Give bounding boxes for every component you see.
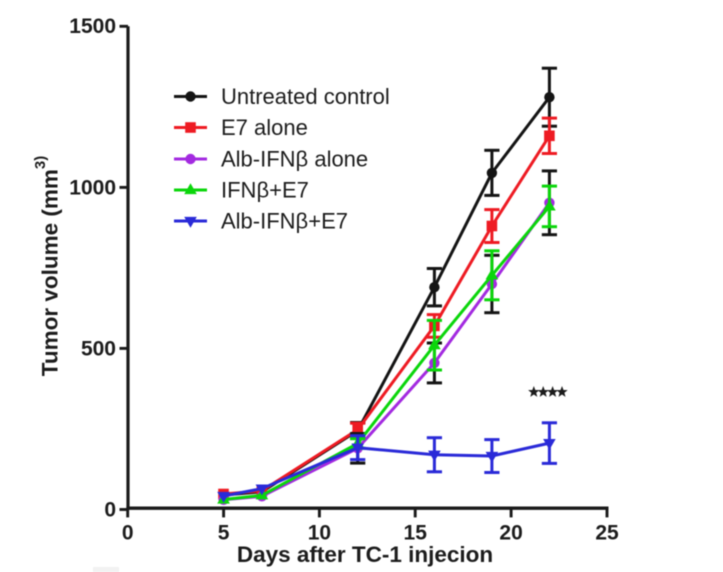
svg-text:5: 5 [218, 522, 230, 545]
svg-text:Alb-IFNβ+E7: Alb-IFNβ+E7 [221, 209, 348, 234]
svg-text:E7 alone: E7 alone [221, 115, 308, 140]
svg-text:0: 0 [122, 522, 134, 545]
svg-text:1500: 1500 [69, 15, 116, 38]
svg-text:10: 10 [308, 522, 331, 545]
svg-text:Untreated control: Untreated control [221, 84, 390, 109]
svg-text:500: 500 [81, 337, 116, 360]
svg-text:Tumor volume (mm3): Tumor volume (mm3) [32, 156, 63, 376]
svg-text:1000: 1000 [69, 176, 116, 199]
svg-text:0: 0 [104, 498, 116, 521]
svg-text:20: 20 [499, 522, 522, 545]
svg-text:25: 25 [595, 522, 619, 545]
svg-text:IFNβ+E7: IFNβ+E7 [221, 178, 309, 203]
svg-text:Days after TC-1 injecion: Days after TC-1 injecion [237, 542, 493, 567]
svg-text:Alb-IFNβ alone: Alb-IFNβ alone [221, 147, 368, 172]
svg-text:15: 15 [404, 522, 428, 545]
